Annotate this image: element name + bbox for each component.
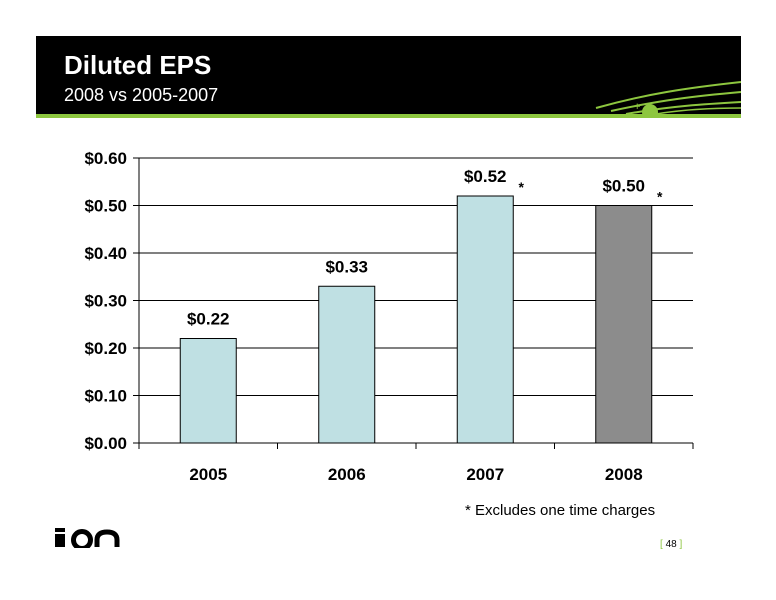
header-banner: + Diluted EPS 2008 vs 2005-2007	[36, 36, 741, 114]
y-tick-label: $0.40	[84, 244, 127, 263]
axes	[133, 157, 694, 449]
page-number: [ 48 ]	[660, 539, 683, 550]
page-number-value: 48	[665, 539, 677, 550]
page-title: Diluted EPS	[64, 50, 212, 80]
x-tick-label-2007: 2007	[466, 465, 504, 484]
y-tick-label: $0.50	[84, 197, 127, 216]
y-tick-label: $0.20	[84, 339, 127, 358]
bar-2007	[456, 195, 514, 444]
y-tick-label: $0.10	[84, 387, 127, 406]
data-label-2005: $0.22	[187, 310, 230, 329]
header-divider	[36, 114, 741, 118]
bars	[179, 195, 653, 444]
data-label-2006: $0.33	[325, 257, 368, 276]
data-label-2007: $0.52	[464, 167, 507, 186]
bar-2005	[179, 338, 237, 444]
data-label-2008: $0.50	[602, 177, 645, 196]
y-tick-label: $0.30	[84, 292, 127, 311]
bar-2006	[318, 285, 376, 444]
footnote-marker-2007: *	[519, 179, 525, 195]
x-tick-label-2006: 2006	[328, 465, 366, 484]
footnote-marker-2008: *	[657, 189, 663, 205]
labels: $0.00 $0.10 $0.20 $0.30 $0.40 $0.50 $0.60 $0.22…	[84, 149, 663, 484]
header-swoosh-art: +	[595, 81, 741, 114]
ion-logo	[55, 528, 120, 548]
svg-text:+: +	[634, 101, 640, 113]
footnote: * Excludes one time charges	[465, 502, 656, 519]
page-subtitle: 2008 vs 2005-2007	[64, 85, 219, 105]
y-tick-label: $0.60	[84, 149, 127, 168]
x-tick-label-2008: 2008	[605, 465, 643, 484]
x-tick-label-2005: 2005	[189, 465, 227, 484]
bar-2008	[595, 205, 653, 444]
y-tick-label: $0.00	[84, 434, 127, 453]
